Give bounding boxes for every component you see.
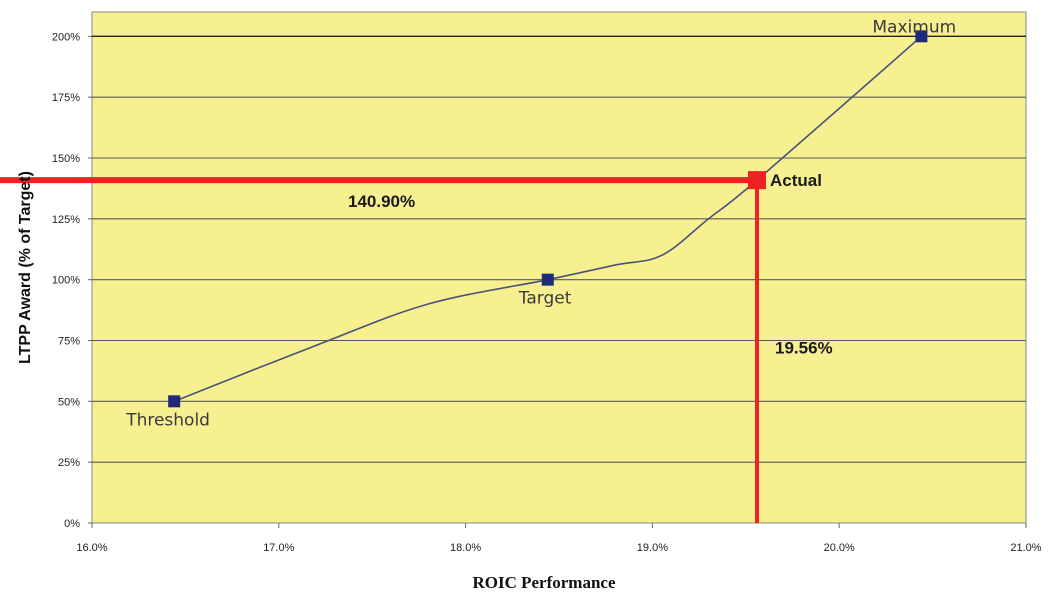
y-tick-label: 125%: [52, 214, 80, 226]
data-marker: [541, 273, 554, 286]
y-tick-label: 75%: [58, 336, 80, 348]
x-tick-label: 17.0%: [263, 542, 294, 554]
y-axis-ticks: 0% 25% 50% 75% 100% 125% 150% 175% 200%: [52, 31, 92, 530]
x-tick-label: 18.0%: [450, 542, 481, 554]
actual-label: Actual: [770, 171, 822, 190]
x-axis-label: ROIC Performance: [472, 573, 615, 592]
x-tick-label: 20.0%: [824, 542, 855, 554]
x-tick-label: 16.0%: [76, 542, 107, 554]
data-markers: Threshold Target Maximum: [125, 17, 956, 430]
y-tick-label: 25%: [58, 457, 80, 469]
data-marker: [915, 30, 928, 43]
actual-x-value-label: 19.56%: [775, 339, 833, 358]
x-axis-ticks: 16.0% 17.0% 18.0% 19.0% 20.0% 21.0%: [76, 523, 1042, 554]
marker-label: Maximum: [872, 17, 956, 37]
actual-marker: [748, 171, 767, 190]
y-axis-label: LTPP Award (% of Target): [17, 171, 34, 364]
y-tick-label: 175%: [52, 92, 80, 104]
y-tick-label: 50%: [58, 396, 80, 408]
y-tick-label: 100%: [52, 275, 80, 287]
y-tick-label: 200%: [52, 31, 80, 43]
y-tick-label: 0%: [64, 518, 80, 530]
grid-lines: [92, 35, 1026, 463]
actual-y-value-label: 140.90%: [348, 192, 415, 211]
x-tick-label: 21.0%: [1010, 542, 1041, 554]
data-marker: [168, 395, 181, 408]
x-tick-label: 19.0%: [637, 542, 668, 554]
marker-label: Target: [518, 289, 572, 309]
plot-area: [91, 11, 1027, 524]
marker-label: Threshold: [125, 410, 210, 430]
y-tick-label: 150%: [52, 153, 80, 165]
